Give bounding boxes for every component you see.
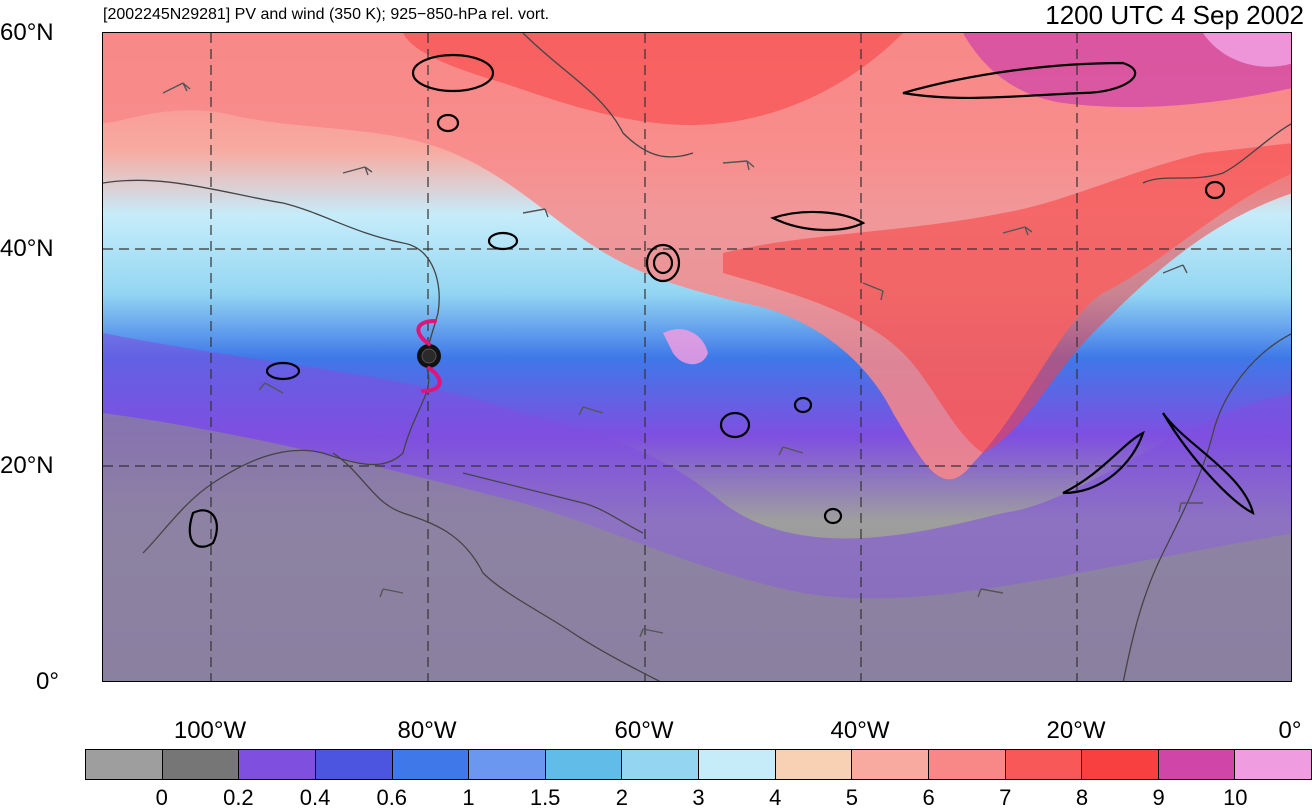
colorbar-segment-1	[162, 750, 240, 779]
map-panel	[102, 32, 1292, 682]
lon-label-60w: 60°W	[614, 717, 674, 744]
plot-title: [2002245N29281] PV and wind (350 K); 925…	[103, 6, 550, 23]
colorbar-segment-5	[469, 750, 546, 779]
pv-colorbar	[85, 749, 1312, 780]
colorbar-segment-8	[699, 750, 776, 779]
valid-time: 1200 UTC 4 Sep 2002	[1045, 0, 1304, 30]
lat-label-20n: 20°N	[0, 452, 54, 479]
lon-label-40w: 40°W	[830, 717, 890, 744]
lon-label-100w: 100°W	[173, 717, 247, 744]
colorbar-label: 4	[769, 785, 782, 810]
colorbar-label: 10	[1223, 785, 1248, 810]
high-pv-ridge	[103, 33, 1291, 480]
colorbar-label: 8	[1075, 785, 1089, 810]
colorbar-segment-15	[1235, 750, 1311, 779]
colorbar-label: 0	[155, 785, 168, 810]
lon-label-0: 0°	[1278, 717, 1302, 744]
colorbar-segment-6	[545, 750, 623, 779]
lon-label-20w: 20°W	[1046, 717, 1106, 744]
colorbar-label: 7	[999, 785, 1012, 810]
colorbar-segment-4	[392, 750, 470, 779]
colorbar-label: 0.4	[299, 785, 331, 810]
colorbar-label: 5	[845, 785, 858, 810]
colorbar-label: 3	[692, 785, 705, 810]
colorbar-segment-2	[239, 750, 316, 779]
lat-label-60n: 60°N	[0, 19, 54, 46]
colorbar-segment-14	[1158, 750, 1236, 779]
colorbar-label: 1.5	[529, 785, 561, 810]
colorbar-label: 9	[1152, 785, 1165, 810]
colorbar-segment-7	[622, 750, 699, 779]
colorbar-segment-12	[1005, 750, 1083, 779]
tropical-low-pv	[103, 333, 1291, 681]
tropical-cyclone-icon	[416, 319, 442, 393]
colorbar-label: 6	[922, 785, 935, 810]
colorbar-segment-3	[315, 750, 393, 779]
colorbar-segment-0	[86, 750, 163, 779]
colorbar-label: 0.6	[376, 785, 408, 810]
colorbar-label: 1	[462, 785, 475, 810]
colorbar-segment-10	[852, 750, 929, 779]
colorbar-label: 0.2	[223, 785, 254, 810]
lat-label-40n: 40°N	[0, 235, 54, 262]
colorbar-segment-11	[928, 750, 1006, 779]
colorbar-segment-9	[775, 750, 853, 779]
coastlines	[103, 33, 1291, 681]
colorbar-segment-13	[1082, 750, 1159, 779]
vorticity-contours	[188, 53, 1255, 548]
lon-label-80w: 80°W	[397, 717, 457, 744]
lat-label-equator: 0°	[36, 668, 59, 695]
colorbar-label: 2	[615, 785, 628, 810]
wind-barbs	[162, 82, 1203, 638]
pv-map	[103, 33, 1291, 681]
